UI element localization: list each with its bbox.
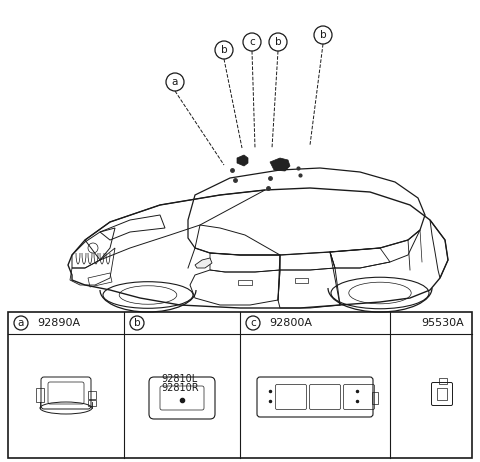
Polygon shape: [195, 258, 212, 268]
Circle shape: [215, 41, 233, 59]
Circle shape: [269, 33, 287, 51]
Text: a: a: [18, 318, 24, 328]
Bar: [372, 392, 378, 404]
Text: b: b: [275, 37, 281, 47]
Text: b: b: [134, 318, 140, 328]
Bar: [8, 312, 472, 458]
Circle shape: [166, 73, 184, 91]
Text: 95530A: 95530A: [421, 318, 464, 328]
Bar: [88, 391, 96, 399]
Circle shape: [130, 316, 144, 330]
Circle shape: [243, 33, 261, 51]
Circle shape: [14, 316, 28, 330]
Bar: [437, 388, 447, 400]
Bar: [439, 378, 447, 384]
Text: b: b: [221, 45, 228, 55]
Text: c: c: [250, 318, 256, 328]
Text: b: b: [320, 30, 326, 40]
Text: 92890A: 92890A: [37, 318, 81, 328]
Circle shape: [246, 316, 260, 330]
Text: a: a: [172, 77, 178, 87]
Polygon shape: [237, 155, 248, 166]
Bar: [36, 388, 44, 402]
Text: c: c: [249, 37, 255, 47]
Text: 92800A: 92800A: [269, 318, 312, 328]
Text: 92810R: 92810R: [161, 383, 199, 393]
Bar: [88, 400, 96, 406]
Circle shape: [314, 26, 332, 44]
Text: 92810L: 92810L: [162, 374, 198, 384]
Polygon shape: [270, 158, 290, 171]
